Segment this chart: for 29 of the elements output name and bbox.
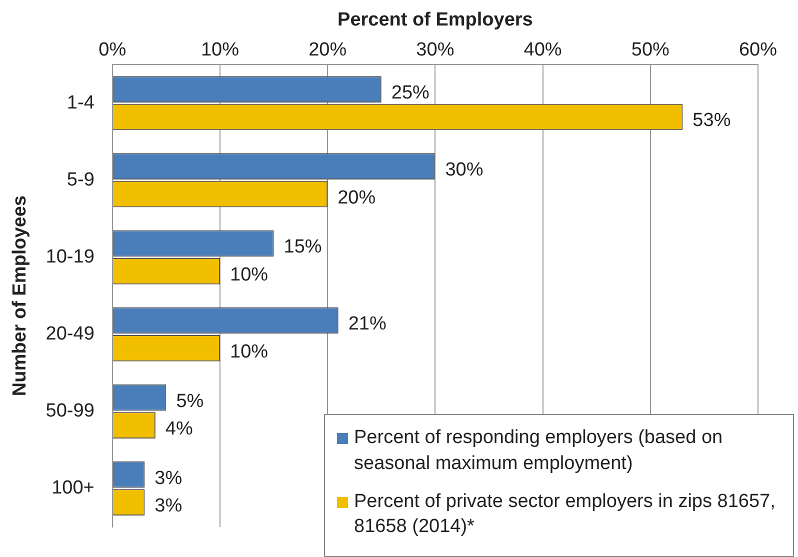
data-label: 30%	[445, 160, 484, 181]
x-tick-label: 30%	[416, 39, 454, 60]
data-label: 10%	[230, 264, 268, 286]
y-tick-label: 100+	[52, 478, 94, 499]
y-tick-label: 5-9	[66, 169, 94, 190]
y-tick-label: 20-49	[46, 324, 94, 345]
x-axis-title: Percent of Employers	[338, 10, 533, 31]
x-tick-label: 50%	[631, 39, 670, 60]
x-tick-label: 40%	[524, 39, 562, 60]
data-label: 5%	[176, 390, 204, 412]
data-label: 21%	[348, 314, 386, 335]
data-label: 3%	[154, 496, 182, 517]
legend-label: Percent of private sector employers in zips 81657, 81658 (2014)*	[354, 490, 776, 540]
y-tick-label: 50-99	[46, 400, 94, 422]
data-label: 20%	[338, 187, 376, 208]
x-tick-label: 60%	[738, 39, 778, 60]
x-tick-label: 20%	[308, 39, 347, 60]
data-label: 3%	[154, 468, 182, 489]
data-label: 25%	[391, 82, 430, 104]
x-tick-label: 0%	[98, 39, 126, 60]
data-label: 15%	[284, 236, 322, 258]
data-label: 4%	[165, 418, 193, 440]
y-axis-title: Number of Employees	[10, 195, 31, 396]
data-label: 10%	[230, 341, 268, 362]
data-label: 53%	[692, 110, 731, 132]
x-tick-label: 10%	[200, 39, 240, 60]
y-tick-label: 1-4	[66, 92, 95, 114]
legend-label: Percent of responding employers (based on seasonal maximum employment)	[354, 426, 724, 476]
y-tick-label: 10-19	[46, 246, 94, 268]
